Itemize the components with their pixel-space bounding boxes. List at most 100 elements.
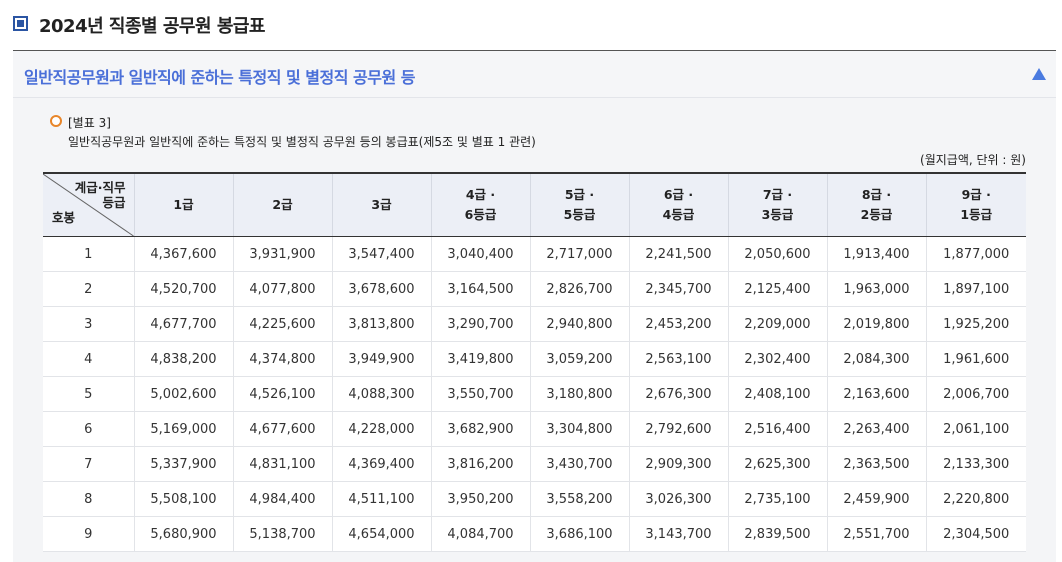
salary-cell: 3,950,200: [431, 481, 531, 517]
salary-cell: 4,838,200: [134, 341, 234, 377]
table-row: 1 4,367,600 3,931,900 3,547,400 3,040,400 2,7…: [43, 236, 1026, 272]
salary-cell: 2,345,700: [629, 271, 729, 307]
salary-cell: 4,225,600: [233, 306, 333, 342]
salary-cell: 2,163,600: [827, 376, 927, 412]
step-cell: 7: [43, 446, 135, 482]
salary-cell: 2,909,300: [629, 446, 729, 482]
salary-cell: 4,511,100: [332, 481, 432, 517]
column-header-line1: 3급: [371, 197, 392, 212]
salary-cell: 2,839,500: [728, 516, 828, 552]
salary-cell: 2,940,800: [530, 306, 630, 342]
salary-cell: 2,408,100: [728, 376, 828, 412]
salary-cell: 4,228,000: [332, 411, 432, 447]
salary-cell: 3,813,800: [332, 306, 432, 342]
salary-cell: 4,654,000: [332, 516, 432, 552]
diagonal-line: [43, 174, 134, 236]
column-header: 8급 · 2등급: [827, 172, 927, 237]
table-body: 1 4,367,600 3,931,900 3,547,400 3,040,400 2,7…: [43, 236, 1026, 552]
salary-cell: 2,826,700: [530, 271, 630, 307]
column-header: 7급 · 3등급: [728, 172, 828, 237]
salary-cell: 2,019,800: [827, 306, 927, 342]
section-header[interactable]: 일반직공무원과 일반직에 준하는 특정직 및 별정직 공무원 등: [13, 51, 1056, 98]
salary-cell: 4,677,700: [134, 306, 234, 342]
salary-cell: 2,006,700: [926, 376, 1026, 412]
salary-cell: 3,290,700: [431, 306, 531, 342]
salary-cell: 4,367,600: [134, 236, 234, 272]
triangle-up-icon[interactable]: [1032, 68, 1046, 80]
table-row: 6 5,169,000 4,677,600 4,228,000 3,682,900 3,3…: [43, 411, 1026, 447]
step-cell: 4: [43, 341, 135, 377]
salary-cell: 2,061,100: [926, 411, 1026, 447]
salary-cell: 5,337,900: [134, 446, 234, 482]
salary-cell: 4,088,300: [332, 376, 432, 412]
column-header-line1: 2급: [272, 197, 293, 212]
salary-cell: 3,678,600: [332, 271, 432, 307]
column-header-line2: 5등급: [563, 207, 596, 222]
salary-cell: 5,508,100: [134, 481, 234, 517]
step-cell: 2: [43, 271, 135, 307]
salary-cell: 2,717,000: [530, 236, 630, 272]
step-cell: 9: [43, 516, 135, 552]
salary-cell: 3,547,400: [332, 236, 432, 272]
corner-header: 계급·직무 등급 호봉: [43, 172, 135, 237]
step-cell: 8: [43, 481, 135, 517]
table-row: 9 5,680,900 5,138,700 4,654,000 4,084,700 3,6…: [43, 516, 1026, 552]
section-title[interactable]: 일반직공무원과 일반직에 준하는 특정직 및 별정직 공무원 등: [24, 68, 416, 87]
salary-cell: 2,563,100: [629, 341, 729, 377]
salary-cell: 5,138,700: [233, 516, 333, 552]
salary-cell: 1,877,000: [926, 236, 1026, 272]
column-header-line2: 3등급: [761, 207, 794, 222]
salary-cell: 4,520,700: [134, 271, 234, 307]
salary-cell: 2,302,400: [728, 341, 828, 377]
salary-cell: 3,931,900: [233, 236, 333, 272]
salary-cell: 2,133,300: [926, 446, 1026, 482]
column-header-line1: 4급 ·: [465, 187, 496, 202]
salary-cell: 3,164,500: [431, 271, 531, 307]
salary-cell: 1,961,600: [926, 341, 1026, 377]
step-cell: 1: [43, 236, 135, 272]
step-cell: 5: [43, 376, 135, 412]
salary-cell: 2,453,200: [629, 306, 729, 342]
salary-cell: 2,676,300: [629, 376, 729, 412]
column-header-line2: 6등급: [464, 207, 497, 222]
column-header: 5급 · 5등급: [530, 172, 630, 237]
salary-cell: 3,026,300: [629, 481, 729, 517]
column-header: 3급: [332, 172, 432, 237]
salary-cell: 3,816,200: [431, 446, 531, 482]
salary-cell: 3,430,700: [530, 446, 630, 482]
salary-cell: 3,059,200: [530, 341, 630, 377]
step-cell: 6: [43, 411, 135, 447]
salary-cell: 3,180,800: [530, 376, 630, 412]
corner-level-label: 등급: [102, 195, 126, 210]
salary-cell: 2,459,900: [827, 481, 927, 517]
salary-cell: 3,686,100: [530, 516, 630, 552]
table-row: 5 5,002,600 4,526,100 4,088,300 3,550,700 3,1…: [43, 376, 1026, 412]
salary-cell: 1,925,200: [926, 306, 1026, 342]
column-header: 6급 · 4등급: [629, 172, 729, 237]
salary-cell: 5,002,600: [134, 376, 234, 412]
column-header-line1: 9급 ·: [961, 187, 991, 202]
salary-cell: 4,374,800: [233, 341, 333, 377]
salary-cell: 3,682,900: [431, 411, 531, 447]
column-header-line1: 7급 ·: [762, 187, 793, 202]
salary-cell: 2,304,500: [926, 516, 1026, 552]
corner-step-label: 호봉: [52, 210, 76, 225]
column-header-line2: 4등급: [662, 207, 695, 222]
salary-cell: 4,077,800: [233, 271, 333, 307]
salary-cell: 4,084,700: [431, 516, 531, 552]
column-header: 9급 · 1등급: [926, 172, 1026, 237]
column-header: 1급: [134, 172, 234, 237]
step-cell: 3: [43, 306, 135, 342]
column-header-line2: 1등급: [960, 207, 993, 222]
salary-cell: 2,625,300: [728, 446, 828, 482]
corner-top-label: 계급·직무 등급: [75, 180, 126, 210]
salary-cell: 2,551,700: [827, 516, 927, 552]
salary-cell: 3,550,700: [431, 376, 531, 412]
salary-cell: 2,220,800: [926, 481, 1026, 517]
column-header-line1: 8급 ·: [861, 187, 892, 202]
salary-cell: 1,963,000: [827, 271, 927, 307]
unit-note: (월지급액, 단위 : 원): [920, 153, 1026, 167]
salary-cell: 4,831,100: [233, 446, 333, 482]
column-header: 4급 · 6등급: [431, 172, 531, 237]
page-title: 2024년 직종별 공무원 봉급표: [39, 16, 266, 37]
